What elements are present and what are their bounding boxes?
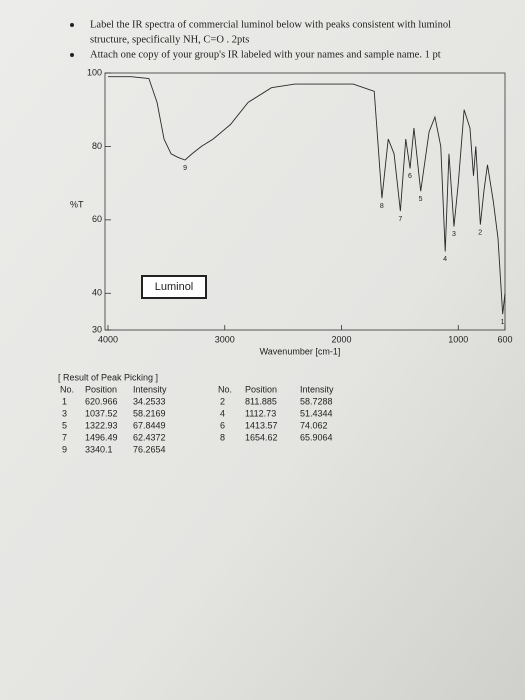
- bullet: [70, 23, 74, 27]
- peak-label: 1: [501, 319, 505, 326]
- peak-label: 7: [398, 216, 402, 223]
- table-cell: 58.7288: [300, 396, 333, 406]
- table-cell: 620.966: [85, 396, 118, 406]
- table-cell: 3340.1: [85, 444, 113, 454]
- table-cell: 1654.62: [245, 432, 278, 442]
- table-title: [ Result of Peak Picking ]: [58, 372, 158, 382]
- y-tick-label: 60: [92, 214, 102, 224]
- table-cell: 1413.57: [245, 420, 278, 430]
- table-cell: 4: [220, 408, 225, 418]
- x-axis-label: Wavenumber [cm-1]: [260, 346, 341, 356]
- table-cell: 8: [220, 432, 225, 442]
- y-tick-label: 100: [87, 67, 102, 77]
- annotation: Luminol: [155, 281, 194, 293]
- table-cell: 51.4344: [300, 408, 333, 418]
- peak-label: 9: [183, 165, 187, 172]
- table-cell: 1037.52: [85, 408, 118, 418]
- table-cell: 62.4372: [133, 432, 166, 442]
- table-header: No.: [218, 384, 232, 394]
- instruction-text: Label the IR spectra of commercial lumin…: [90, 19, 451, 30]
- table-cell: 811.885: [245, 396, 277, 406]
- y-tick-label: 30: [92, 324, 102, 334]
- plot-frame: [104, 72, 506, 331]
- table-cell: 9: [62, 444, 67, 454]
- table-cell: 34.2533: [133, 396, 166, 406]
- table-cell: 1: [62, 396, 67, 406]
- table-header: Position: [245, 384, 277, 394]
- bullet: [70, 53, 74, 57]
- x-tick-label: 2000: [332, 334, 352, 344]
- table-cell: 1496.49: [85, 432, 118, 442]
- table-cell: 1112.73: [245, 408, 276, 418]
- table-header: Intensity: [133, 384, 167, 394]
- spectrum-line: [108, 76, 506, 315]
- x-tick-label: 4000: [98, 334, 118, 344]
- peak-label: 6: [408, 173, 412, 180]
- table-cell: 74.062: [300, 420, 328, 430]
- peak-label: 2: [478, 229, 482, 236]
- y-axis-label: %T: [70, 199, 84, 209]
- x-tick-label: 600: [497, 334, 512, 344]
- table-cell: 6: [220, 420, 225, 430]
- peak-label: 5: [419, 196, 423, 203]
- table-header: Position: [85, 384, 117, 394]
- table-header: No.: [60, 384, 74, 394]
- table-header: Intensity: [300, 384, 334, 394]
- table-cell: 5: [62, 420, 67, 430]
- table-cell: 65.9064: [300, 432, 333, 442]
- table-cell: 2: [220, 396, 225, 406]
- y-tick-label: 80: [92, 141, 102, 151]
- annotation-box: [141, 275, 207, 299]
- instruction-text: Attach one copy of your group's IR label…: [90, 49, 441, 60]
- table-cell: 76.2654: [133, 444, 166, 454]
- table-cell: 67.8449: [133, 420, 166, 430]
- x-tick-label: 3000: [215, 334, 235, 344]
- instruction-text: structure, specifically NH, C=O . 2pts: [90, 34, 249, 45]
- table-cell: 3: [62, 408, 67, 418]
- peak-label: 8: [380, 203, 384, 210]
- x-tick-label: 1000: [448, 334, 468, 344]
- y-tick-label: 40: [92, 288, 102, 298]
- peak-label: 4: [443, 256, 447, 263]
- table-cell: 58.2169: [133, 408, 166, 418]
- peak-label: 3: [452, 231, 456, 238]
- table-cell: 7: [62, 432, 67, 442]
- table-cell: 1322.93: [85, 420, 118, 430]
